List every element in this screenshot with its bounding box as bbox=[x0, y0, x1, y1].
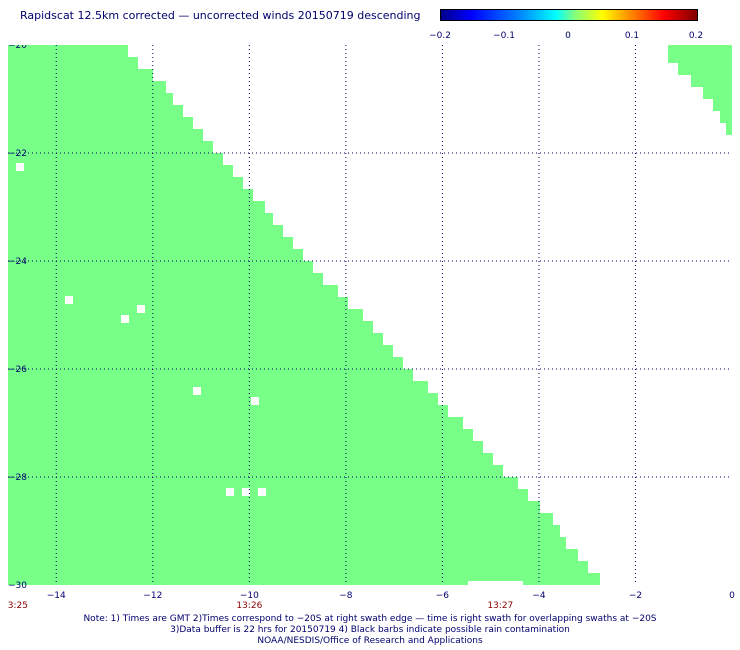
lat-tick-label: −30 bbox=[8, 581, 27, 591]
lon-tick-label: −4 bbox=[532, 591, 546, 601]
swath-data bbox=[8, 45, 732, 585]
missing-pixel bbox=[226, 488, 234, 496]
footer-line: 3)Data buffer is 22 hrs for 20150719 4) … bbox=[170, 625, 570, 635]
missing-pixel bbox=[16, 163, 24, 171]
lat-tick-label: −28 bbox=[8, 473, 27, 483]
lat-tick-label: −24 bbox=[8, 257, 27, 267]
missing-pixel bbox=[251, 397, 259, 405]
lat-tick-label: −26 bbox=[8, 365, 27, 375]
axis-ticks: −14−12−10−8−6−4−20−20−22−24−26−28−3013:2… bbox=[8, 45, 735, 611]
wind-map: −14−12−10−8−6−4−20−20−22−24−26−28−3013:2… bbox=[8, 45, 735, 611]
colorbar-label: −0.1 bbox=[493, 31, 515, 41]
swath-main bbox=[8, 45, 600, 585]
swath-gap bbox=[468, 581, 523, 585]
time-label: 13:25 bbox=[8, 601, 28, 611]
missing-pixel bbox=[137, 305, 145, 313]
lat-tick-label: −20 bbox=[8, 45, 27, 51]
footer-notes: Note: 1) Times are GMT 2)Times correspon… bbox=[0, 614, 740, 647]
missing-pixel bbox=[258, 488, 266, 496]
colorbar-gradient bbox=[440, 9, 698, 21]
missing-pixel bbox=[121, 315, 129, 323]
chart-title: Rapidscat 12.5km corrected — uncorrected… bbox=[20, 9, 421, 22]
footer-line: NOAA/NESDIS/Office of Research and Appli… bbox=[257, 636, 483, 646]
missing-pixel bbox=[193, 387, 201, 395]
lon-tick-label: −14 bbox=[47, 591, 66, 601]
colorbar-label: 0.1 bbox=[624, 31, 640, 41]
lon-tick-label: −10 bbox=[240, 591, 259, 601]
colorbar-label: −0.2 bbox=[429, 31, 451, 41]
lon-tick-label: −2 bbox=[629, 591, 642, 601]
lon-tick-label: 0 bbox=[729, 591, 735, 601]
missing-pixel bbox=[65, 296, 73, 304]
grid-lines bbox=[8, 45, 732, 585]
time-label: 13:27 bbox=[487, 601, 513, 611]
time-label: 13:26 bbox=[236, 601, 262, 611]
lon-tick-label: −12 bbox=[143, 591, 162, 601]
lon-tick-label: −8 bbox=[339, 591, 353, 601]
swath-gap bbox=[553, 515, 561, 525]
colorbar: −0.2 −0.1 0 0.1 0.2 bbox=[429, 9, 703, 41]
lon-tick-label: −6 bbox=[436, 591, 450, 601]
colorbar-label: 0 bbox=[565, 31, 571, 41]
colorbar-label: 0.2 bbox=[688, 31, 704, 41]
footer-line: Note: 1) Times are GMT 2)Times correspon… bbox=[83, 614, 657, 624]
swath-top-right bbox=[668, 45, 732, 135]
missing-pixel bbox=[242, 488, 250, 496]
lat-tick-label: −22 bbox=[8, 149, 27, 159]
